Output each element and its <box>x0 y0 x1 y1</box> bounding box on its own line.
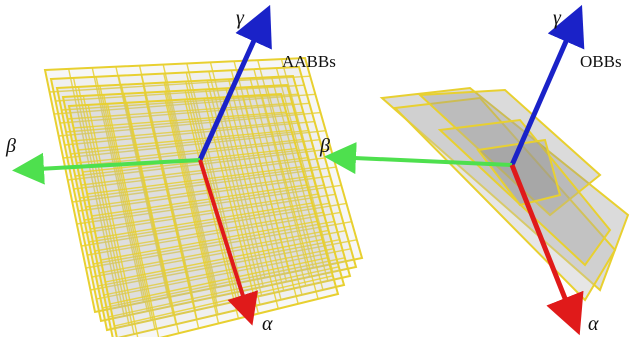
panel-label: AABBs <box>282 52 336 71</box>
gamma-label: γ <box>236 7 245 29</box>
alpha-label: α <box>262 313 273 335</box>
beta-label: β <box>5 135 16 157</box>
page: γ AABBs β α γ OBBs β α (() => { const da… <box>0 0 632 337</box>
panel-label: OBBs <box>580 52 622 71</box>
alpha-label: α <box>588 313 599 335</box>
aabb-lattice <box>45 58 362 337</box>
figure: γ AABBs β α γ OBBs β α <box>0 0 632 337</box>
obb-slabs <box>382 88 628 300</box>
beta-label: β <box>319 135 330 157</box>
gamma-label: γ <box>553 7 562 29</box>
